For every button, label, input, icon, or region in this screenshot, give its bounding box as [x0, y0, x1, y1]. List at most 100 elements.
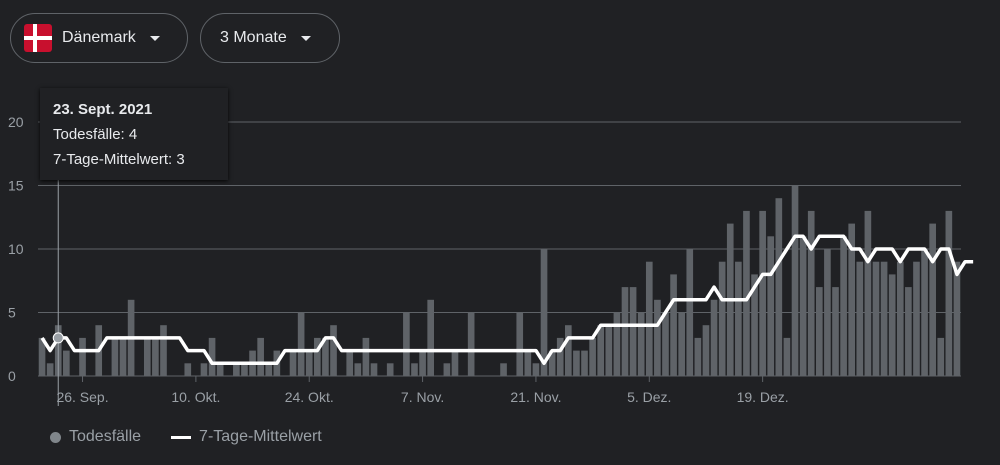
bar[interactable] [856, 261, 864, 376]
bar[interactable] [573, 350, 580, 376]
bar[interactable] [832, 287, 839, 376]
bar[interactable] [605, 325, 613, 376]
y-tick-label: 10 [8, 241, 24, 257]
bar[interactable] [532, 363, 540, 376]
bar[interactable] [953, 261, 961, 376]
bar[interactable] [597, 325, 605, 376]
bar[interactable] [289, 350, 297, 376]
bar[interactable] [807, 210, 815, 376]
bar[interactable] [621, 287, 629, 376]
bar[interactable] [322, 337, 329, 376]
bar[interactable] [645, 261, 653, 376]
bar[interactable] [257, 337, 264, 376]
bar[interactable] [759, 210, 766, 376]
bar[interactable] [775, 198, 783, 376]
bar[interactable] [637, 312, 645, 377]
bar[interactable] [840, 236, 847, 376]
bar[interactable] [297, 312, 305, 377]
bar[interactable] [233, 363, 240, 376]
bar[interactable] [540, 249, 548, 376]
bar[interactable] [702, 325, 710, 376]
bar[interactable] [346, 350, 354, 376]
bar[interactable] [443, 363, 451, 376]
bar[interactable] [386, 363, 394, 376]
y-axis-ticks: 0 5 10 15 20 [8, 114, 24, 384]
bar[interactable] [119, 337, 127, 376]
bar[interactable] [427, 299, 434, 376]
bar[interactable] [330, 325, 337, 376]
bar[interactable] [556, 337, 564, 376]
bar[interactable] [735, 261, 742, 376]
bar[interactable] [184, 363, 192, 376]
bar[interactable] [216, 363, 224, 376]
bar[interactable] [783, 337, 791, 376]
bar[interactable] [921, 249, 928, 376]
bar[interactable] [411, 363, 418, 376]
bar[interactable] [451, 350, 459, 376]
bar[interactable] [565, 325, 572, 376]
bar[interactable] [678, 312, 685, 377]
bar[interactable] [945, 210, 953, 376]
bar[interactable] [208, 337, 216, 376]
bar[interactable] [160, 325, 167, 376]
bar[interactable] [848, 223, 856, 376]
bar[interactable] [38, 337, 46, 376]
bar[interactable] [613, 312, 621, 377]
bar[interactable] [403, 312, 410, 377]
bar[interactable] [767, 236, 775, 376]
bar[interactable] [46, 363, 54, 376]
bar[interactable] [589, 337, 596, 376]
bar[interactable] [872, 261, 880, 376]
bar[interactable] [654, 299, 661, 376]
bar[interactable] [880, 261, 888, 376]
bar[interactable] [265, 363, 273, 376]
bar[interactable] [888, 274, 896, 376]
bar[interactable] [419, 350, 426, 376]
bar[interactable] [241, 363, 248, 376]
bar[interactable] [751, 274, 758, 376]
bar[interactable] [152, 337, 159, 376]
bar[interactable] [314, 337, 321, 376]
range-selector[interactable]: 3 Monate [200, 13, 340, 63]
bar[interactable] [896, 261, 904, 376]
bar[interactable] [63, 350, 70, 376]
bar[interactable] [686, 249, 694, 376]
bar[interactable] [913, 261, 920, 376]
bar[interactable] [864, 210, 872, 376]
bar[interactable] [548, 350, 556, 376]
range-label: 3 Monate [220, 29, 287, 46]
bar[interactable] [824, 249, 831, 376]
legend-line-label: 7-Tage-Mittelwert [199, 428, 322, 445]
chart-tooltip: 23. Sept. 2021 Todesfälle: 4 7-Tage-Mitt… [40, 88, 228, 180]
bar[interactable] [929, 223, 936, 376]
bar[interactable] [743, 210, 750, 376]
bar[interactable] [143, 337, 151, 376]
bar[interactable] [799, 236, 807, 376]
bar[interactable] [629, 287, 637, 376]
y-tick-label: 5 [8, 305, 16, 321]
bar[interactable] [467, 312, 475, 377]
bar[interactable] [718, 261, 726, 376]
bar[interactable] [662, 312, 669, 377]
bar[interactable] [815, 287, 823, 376]
bar[interactable] [500, 363, 507, 376]
bar[interactable] [694, 337, 702, 376]
bar[interactable] [516, 312, 524, 377]
bar[interactable] [200, 363, 208, 376]
bar[interactable] [111, 337, 119, 376]
bar[interactable] [905, 287, 912, 376]
country-selector[interactable]: Dänemark [10, 13, 188, 63]
bar[interactable] [79, 337, 86, 376]
bar[interactable] [354, 363, 362, 376]
bar[interactable] [937, 337, 945, 376]
bar[interactable] [370, 363, 378, 376]
bar[interactable] [670, 274, 677, 376]
bar[interactable] [791, 185, 799, 377]
bar[interactable] [362, 337, 370, 376]
bar[interactable] [581, 350, 588, 376]
bar[interactable] [524, 350, 532, 376]
x-tick-label: 26. Sep. [56, 389, 108, 405]
bar[interactable] [710, 299, 718, 376]
bar[interactable] [305, 350, 313, 376]
